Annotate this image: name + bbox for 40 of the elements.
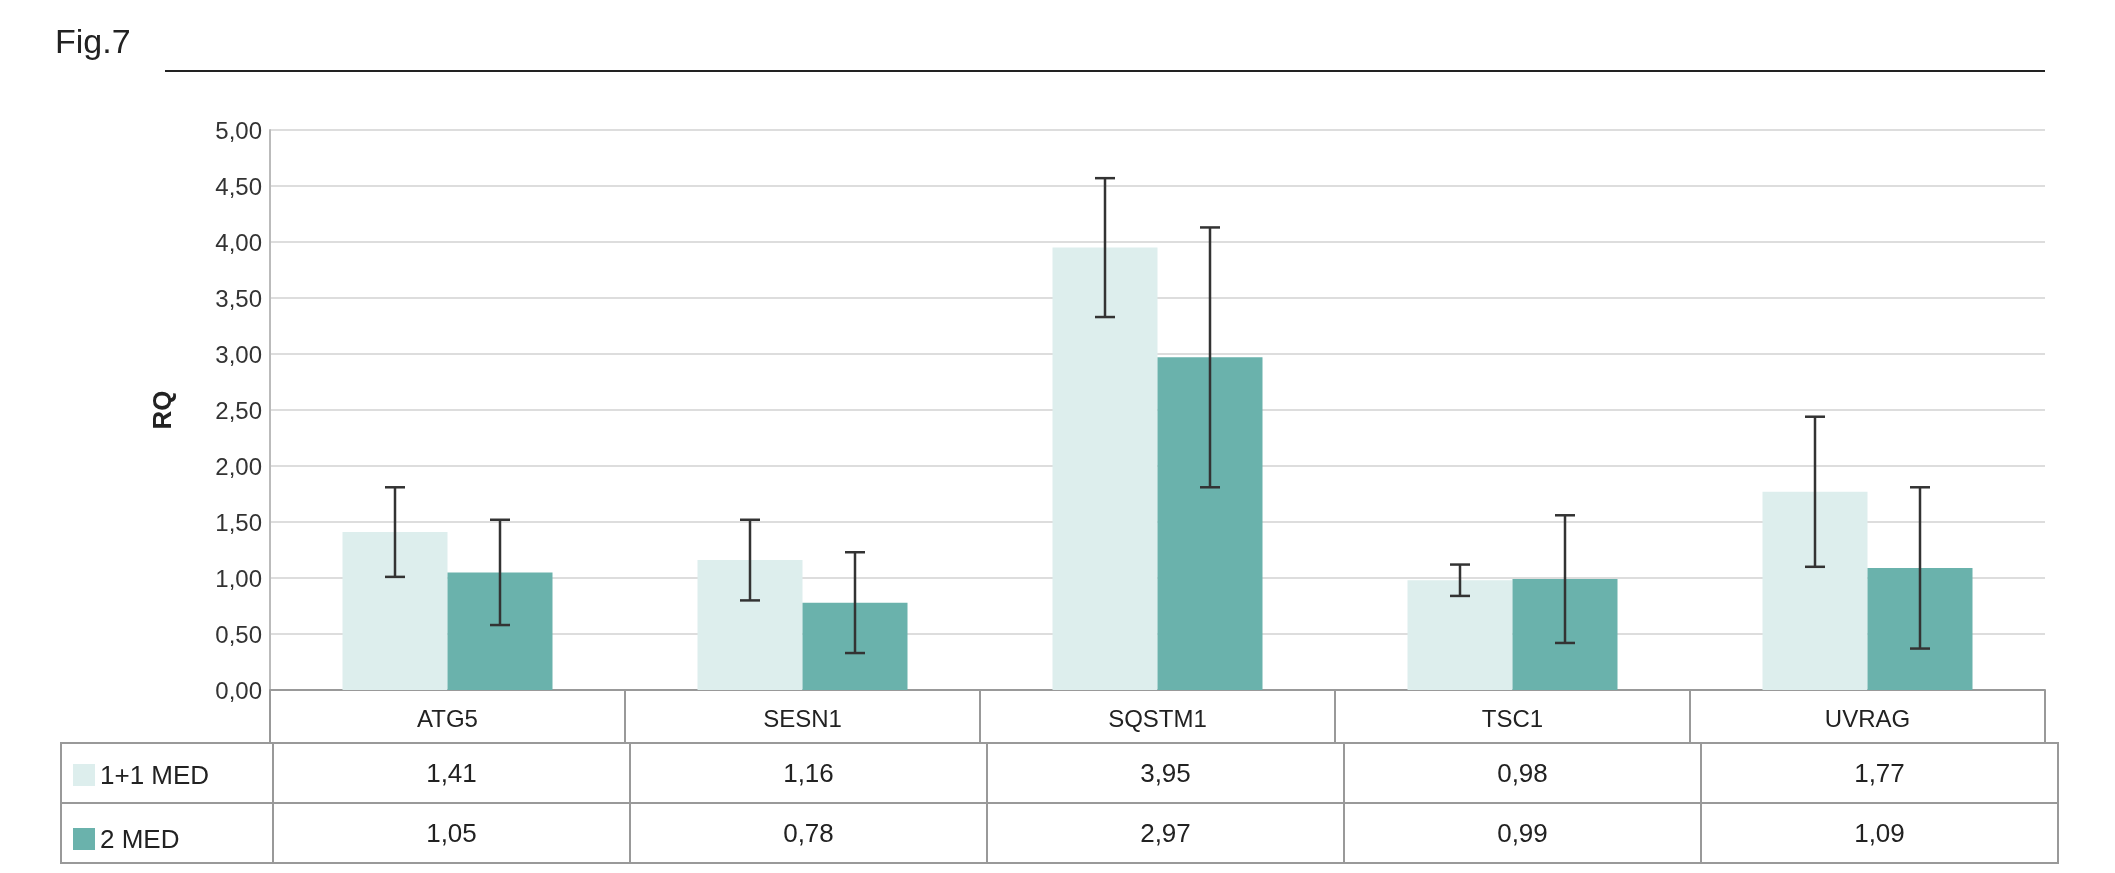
bar [1762, 491, 1868, 690]
y-tick-label: 3,00 [215, 340, 262, 368]
bar [1157, 357, 1263, 690]
x-tick-label: SESN1 [763, 704, 842, 732]
bar [1512, 579, 1618, 690]
data-label: 0,78 [630, 803, 987, 863]
y-tick-label: 2,50 [215, 396, 262, 424]
data-label: 0,98 [1344, 743, 1701, 803]
bar [802, 602, 908, 690]
x-tick-label: TSC1 [1481, 704, 1544, 732]
y-tick-label: 3,50 [215, 284, 262, 312]
data-label: 2,97 [987, 803, 1344, 863]
y-tick-label: 1,50 [215, 508, 262, 536]
data-label: 1,09 [1701, 803, 2058, 863]
y-tick-label: 4,50 [215, 172, 262, 200]
x-tick-label: ATG5 [417, 704, 478, 732]
y-tick-label: 4,00 [215, 228, 262, 256]
y-tick-label: 2,00 [215, 452, 262, 480]
x-tick-label: UVRAG [1824, 704, 1911, 732]
y-tick-label: 0,00 [215, 676, 262, 704]
bar [447, 572, 553, 690]
legend-label: 2 MED [100, 824, 180, 854]
y-tick-label: 5,00 [215, 116, 262, 144]
legend-label: 1+1 MED [100, 760, 210, 790]
bar [1867, 567, 1973, 690]
bar [697, 560, 803, 690]
y-axis-title: RQ [147, 390, 177, 430]
data-label: 1,16 [630, 743, 987, 803]
data-label: 3,95 [987, 743, 1344, 803]
chart-title: Fig.7 [55, 22, 131, 61]
data-label: 1,77 [1701, 743, 2058, 803]
y-tick-label: 0,50 [215, 620, 262, 648]
y-tick-label: 1,00 [215, 564, 262, 592]
bar [1052, 247, 1158, 690]
bar [342, 532, 448, 690]
data-label: 1,05 [273, 803, 630, 863]
x-tick-label: SQSTM1 [1108, 704, 1207, 732]
data-label: 0,99 [1344, 803, 1701, 863]
data-label: 1,41 [273, 743, 630, 803]
bar [1407, 580, 1513, 690]
